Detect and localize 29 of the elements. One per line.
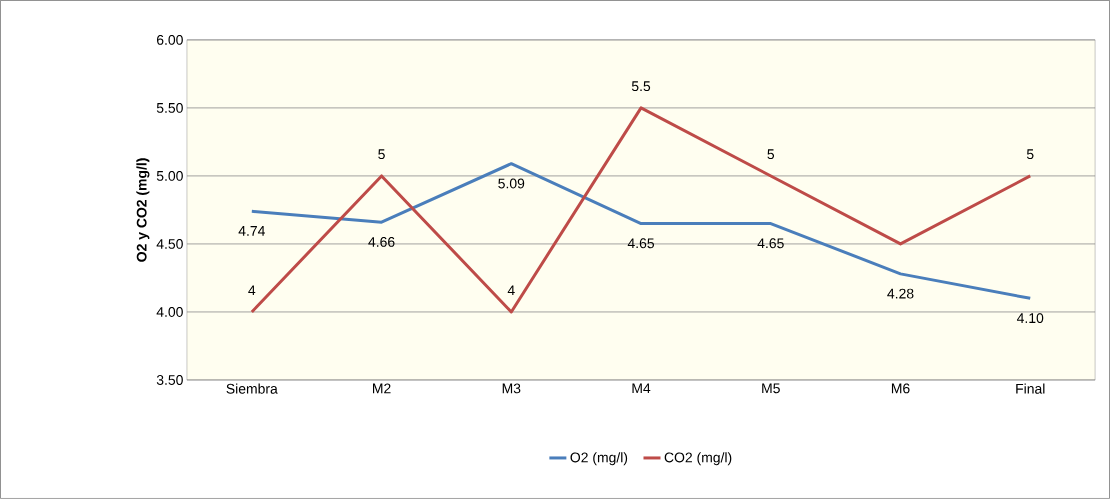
- data-label: 5: [1026, 149, 1034, 160]
- data-label: 4.74: [238, 226, 265, 236]
- legend-label: O2 (mg/l): [570, 452, 628, 466]
- x-tick-label: M5: [762, 383, 780, 394]
- data-label: 5: [767, 149, 775, 160]
- y-tick-label: 5.50: [156, 103, 183, 113]
- data-label: 4.66: [368, 237, 395, 247]
- x-tick-label: M2: [373, 383, 391, 394]
- x-tick-label: M4: [632, 383, 651, 394]
- data-label: 4.28: [887, 288, 914, 299]
- y-tick-label: 3.50: [156, 375, 183, 385]
- y-tick-label: 4.00: [156, 307, 183, 317]
- data-label: 4.65: [627, 238, 655, 249]
- data-label: 4.65: [757, 238, 784, 249]
- data-label: 5.09: [498, 178, 525, 189]
- y-axis-title: O2 y CO2 (mg/l): [136, 158, 150, 262]
- data-label: 4: [248, 285, 256, 296]
- data-label: 5: [378, 149, 385, 160]
- x-tick-label: Siembra: [226, 383, 278, 394]
- y-tick-label: 5.00: [156, 171, 183, 181]
- x-tick-label: M6: [891, 383, 910, 394]
- y-tick-label: 4.50: [156, 239, 183, 249]
- x-tick-label: M3: [502, 383, 521, 394]
- legend-label: CO2 (mg/l): [664, 452, 732, 466]
- y-tick-label: 6.00: [156, 35, 183, 45]
- data-label: 5.5: [631, 81, 651, 92]
- data-label: 4.10: [1016, 313, 1044, 324]
- x-tick-label: Final: [1016, 383, 1045, 394]
- data-label: 4: [507, 285, 515, 296]
